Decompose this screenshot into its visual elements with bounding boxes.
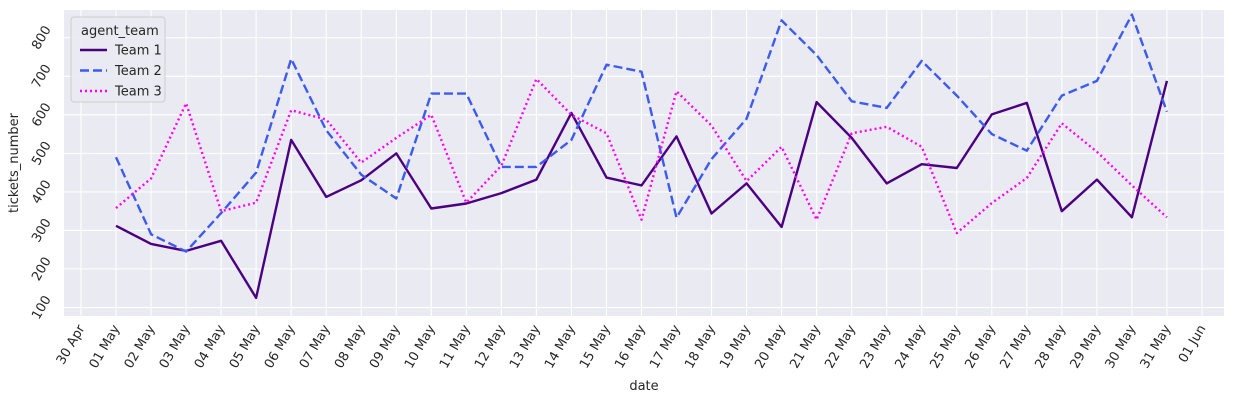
x-tick-label: 09 May: [367, 322, 404, 371]
x-tick-label: 29 May: [1068, 322, 1105, 371]
y-tick-label: 800: [29, 23, 54, 52]
x-tick-label: 26 May: [962, 322, 999, 371]
y-tick-label: 300: [29, 216, 54, 245]
x-tick-label: 05 May: [227, 322, 264, 371]
x-tick-label: 20 May: [752, 322, 789, 371]
x-tick-label: 14 May: [542, 322, 579, 371]
x-tick-label: 10 May: [402, 322, 439, 371]
y-tick-label: 100: [29, 293, 54, 322]
legend-box: [70, 16, 166, 103]
y-tick-label: 200: [29, 255, 54, 284]
x-tick-label: 01 Jun: [1176, 323, 1209, 366]
y-tick-label: 400: [29, 178, 54, 207]
x-tick-label: 17 May: [647, 322, 684, 371]
legend: agent_team Team 1 Team 2 Team 3: [70, 16, 166, 103]
x-tick-label: 01 May: [87, 322, 124, 371]
x-tick-label: 19 May: [717, 322, 754, 371]
x-tick-label: 24 May: [892, 322, 929, 371]
x-tick-label: 27 May: [998, 322, 1035, 371]
x-tick-label: 07 May: [297, 322, 334, 371]
x-tick-label: 08 May: [332, 322, 369, 371]
y-tick-label: 500: [29, 139, 54, 168]
legend-label: Team 3: [114, 85, 162, 100]
x-tick-label: 30 May: [1103, 322, 1140, 371]
y-axis-label: tickets_number: [7, 112, 22, 213]
x-tick-label: 22 May: [822, 322, 859, 371]
x-tick-label: 15 May: [577, 322, 614, 371]
x-tick-label: 06 May: [262, 322, 299, 371]
series-line-team-2: [114, 13, 1169, 253]
x-tick-label: 21 May: [787, 322, 824, 371]
series-lines: [114, 13, 1169, 300]
legend-label: Team 2: [114, 64, 162, 79]
y-gridlines: [64, 37, 1224, 309]
plot-background: [64, 10, 1224, 316]
x-axis-label: date: [629, 379, 658, 394]
y-tick-labels: 100 200 300 400 500 600 700 800: [29, 23, 54, 322]
x-tick-label: 28 May: [1033, 322, 1070, 371]
x-tick-label: 16 May: [612, 322, 649, 371]
y-tick-label: 600: [29, 101, 54, 130]
legend-title: agent_team: [81, 24, 159, 39]
x-tick-label: 11 May: [437, 322, 474, 371]
legend-label: Team 1: [114, 44, 162, 59]
x-tick-label: 12 May: [472, 322, 509, 371]
x-tick-label: 02 May: [122, 322, 159, 371]
x-tick-label: 25 May: [927, 322, 964, 371]
series-line-team-1: [115, 80, 1169, 300]
series-line-team-3: [115, 77, 1168, 235]
x-tick-label: 30 Apr: [54, 322, 89, 367]
x-tick-label: 23 May: [857, 322, 894, 371]
x-tick-label: 04 May: [192, 322, 229, 371]
x-tick-label: 03 May: [157, 322, 194, 371]
x-tick-label: 18 May: [682, 322, 719, 371]
x-tick-label: 13 May: [507, 322, 544, 371]
legend-items: Team 1 Team 2 Team 3: [80, 44, 162, 100]
y-tick-label: 700: [29, 62, 54, 91]
x-tick-label: 31 May: [1138, 322, 1175, 371]
